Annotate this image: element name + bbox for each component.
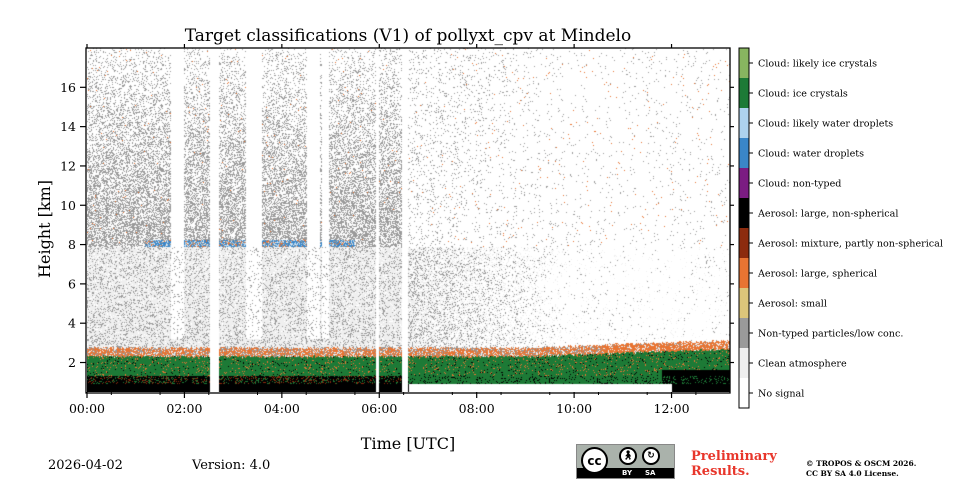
x-tick-label: 08:00 — [459, 401, 495, 416]
heatmap-image — [87, 48, 730, 392]
copyright-line1: © TROPOS & OSCM 2026. — [806, 459, 917, 468]
x-axis-ticks: 00:00 02:00 04:00 06:00 08:00 10:00 12:00 — [69, 44, 697, 416]
x-tick-label: 06:00 — [361, 401, 397, 416]
preliminary-line2: Results. — [691, 464, 750, 479]
y-tick-label: 16 — [60, 80, 76, 95]
colorbar-swatch — [739, 378, 749, 408]
colorbar-swatch — [739, 168, 749, 198]
colorbar-label: No signal — [758, 389, 804, 400]
colorbar-label: Aerosol: small — [757, 299, 827, 310]
y-tick-label: 14 — [60, 119, 76, 134]
colorbar-swatch — [739, 48, 749, 78]
plot-frame — [85, 47, 731, 394]
footer-version: Version: 4.0 — [192, 458, 271, 473]
colorbar-swatch — [739, 198, 749, 228]
colorbar-label: Cloud: water droplets — [758, 149, 864, 160]
colorbar-label: Cloud: non-typed — [758, 179, 841, 190]
cc-by-icon: 🚶︎ — [619, 447, 637, 465]
x-tick-label: 04:00 — [264, 401, 300, 416]
cc-icon: cc — [581, 447, 608, 474]
footer-date: 2026-04-02 — [48, 458, 123, 473]
cc-sa-icon: ↻ — [642, 447, 660, 465]
colorbar-swatch — [739, 318, 749, 348]
y-tick-label: 10 — [60, 198, 76, 213]
colorbar-swatch — [739, 258, 749, 288]
x-tick-label: 02:00 — [166, 401, 202, 416]
x-tick-label: 12:00 — [654, 401, 690, 416]
y-tick-label: 12 — [60, 158, 76, 173]
cc-sa-label: SA — [645, 469, 656, 477]
preliminary-notice: Preliminary Results. — [691, 449, 777, 479]
colorbar-legend: No signal Clean atmosphere Non-typed parti… — [738, 47, 943, 409]
y-tick-label: 8 — [68, 237, 76, 252]
x-tick-label: 10:00 — [556, 401, 592, 416]
cc-badge-bar — [577, 468, 674, 478]
colorbar-frame — [738, 47, 750, 409]
copyright-line2: CC BY SA 4.0 License. — [806, 469, 899, 478]
y-tick-label: 6 — [68, 276, 76, 291]
copyright-notice: © TROPOS & OSCM 2026. CC BY SA 4.0 Licen… — [806, 459, 916, 479]
colorbar-swatch — [739, 228, 749, 258]
heatmap — [87, 48, 730, 392]
colorbar-label: Aerosol: large, spherical — [757, 269, 877, 280]
colorbar-label: Cloud: ice crystals — [758, 89, 848, 100]
y-tick-label: 2 — [68, 355, 76, 370]
colorbar-swatch — [739, 288, 749, 318]
colorbar-swatch — [739, 108, 749, 138]
colorbar-label: Clean atmosphere — [758, 359, 847, 370]
cc-license-badge: cc 🚶︎ ↻ BY SA — [576, 444, 675, 479]
colorbar-label: Non-typed particles/low conc. — [758, 329, 903, 340]
colorbar-swatch — [739, 138, 749, 168]
y-axis-label: Height [km] — [35, 180, 54, 278]
x-tick-label: 00:00 — [69, 401, 105, 416]
colorbar-label: Aerosol: mixture, partly non-spherical — [757, 239, 943, 250]
colorbar-swatch — [739, 348, 749, 378]
colorbar-label: Cloud: likely water droplets — [758, 119, 893, 130]
colorbar-label: Aerosol: large, non-spherical — [757, 209, 898, 220]
chart-title: Target classifications (V1) of pollyxt_c… — [185, 26, 631, 46]
x-axis-label: Time [UTC] — [361, 434, 455, 453]
y-tick-label: 4 — [68, 316, 76, 331]
cc-by-label: BY — [622, 469, 633, 477]
preliminary-line1: Preliminary — [691, 449, 777, 464]
colorbar-label: Cloud: likely ice crystals — [758, 59, 877, 70]
colorbar-swatch — [739, 78, 749, 108]
y-axis-ticks: 2 4 6 8 10 12 14 16 — [60, 80, 734, 370]
